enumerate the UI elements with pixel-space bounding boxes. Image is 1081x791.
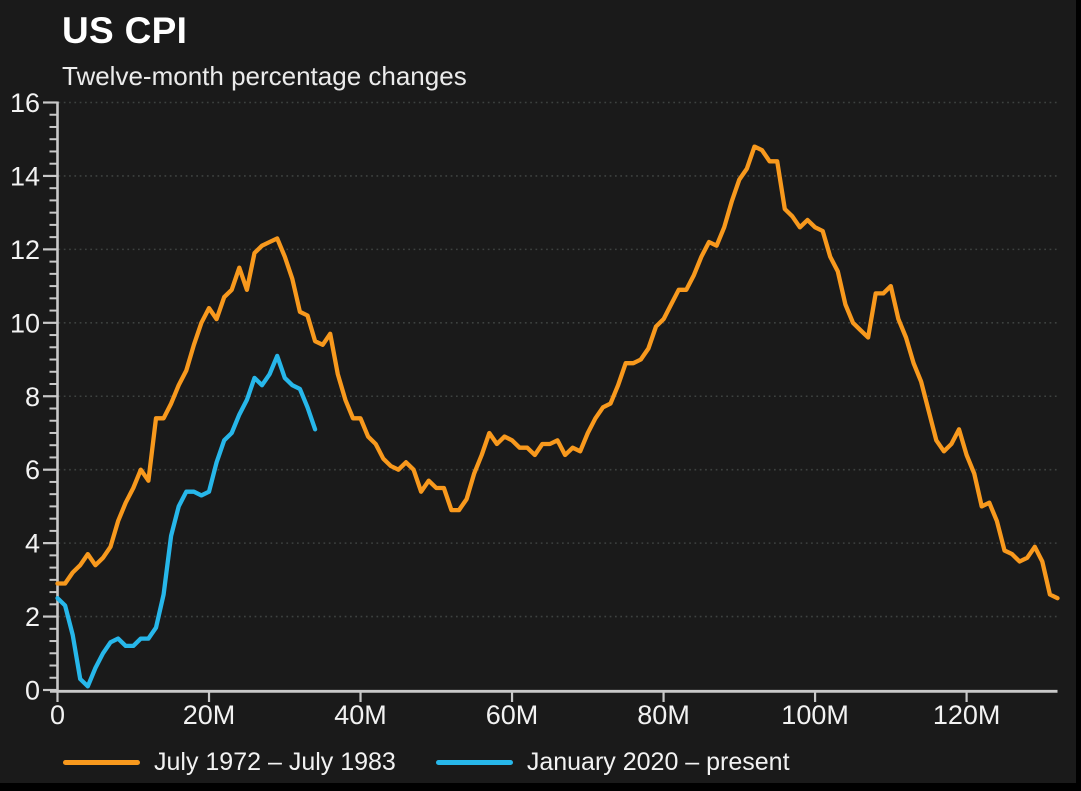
y-tick-label: 4 bbox=[25, 529, 40, 559]
legend-item-2020-present: January 2020 – present bbox=[435, 748, 790, 777]
window-bottom-edge bbox=[0, 783, 1081, 791]
legend-swatch-blue bbox=[435, 760, 513, 765]
x-tick-label: 60M bbox=[486, 700, 539, 730]
series-line-0 bbox=[55, 144, 1060, 601]
y-tick-label: 10 bbox=[10, 308, 40, 338]
legend-swatch-orange bbox=[63, 760, 140, 765]
x-tick-label: 120M bbox=[933, 700, 1001, 730]
series-line-1 bbox=[55, 353, 318, 689]
chart-title: US CPI bbox=[62, 10, 188, 51]
x-tick-label: 40M bbox=[334, 700, 387, 730]
window-right-edge bbox=[1076, 0, 1081, 791]
y-tick-label: 16 bbox=[10, 88, 40, 118]
x-tick-label: 100M bbox=[781, 700, 849, 730]
y-tick-label: 8 bbox=[25, 382, 40, 412]
chart-legend: July 1972 – July 1983 January 2020 – pre… bbox=[63, 748, 790, 777]
legend-label-1972-1983: July 1972 – July 1983 bbox=[154, 748, 396, 776]
y-tick-label: 6 bbox=[25, 455, 40, 485]
y-tick-label: 0 bbox=[25, 676, 40, 706]
x-tick-label: 80M bbox=[637, 700, 690, 730]
y-tick-label: 14 bbox=[10, 161, 40, 191]
x-tick-label: 0 bbox=[50, 700, 65, 730]
y-tick-label: 12 bbox=[10, 235, 40, 265]
x-tick-label: 20M bbox=[183, 700, 236, 730]
y-tick-label: 2 bbox=[25, 602, 40, 632]
legend-item-1972-1983: July 1972 – July 1983 bbox=[63, 748, 396, 777]
legend-label-2020-present: January 2020 – present bbox=[526, 748, 790, 776]
chart-subtitle: Twelve-month percentage changes bbox=[62, 61, 467, 91]
